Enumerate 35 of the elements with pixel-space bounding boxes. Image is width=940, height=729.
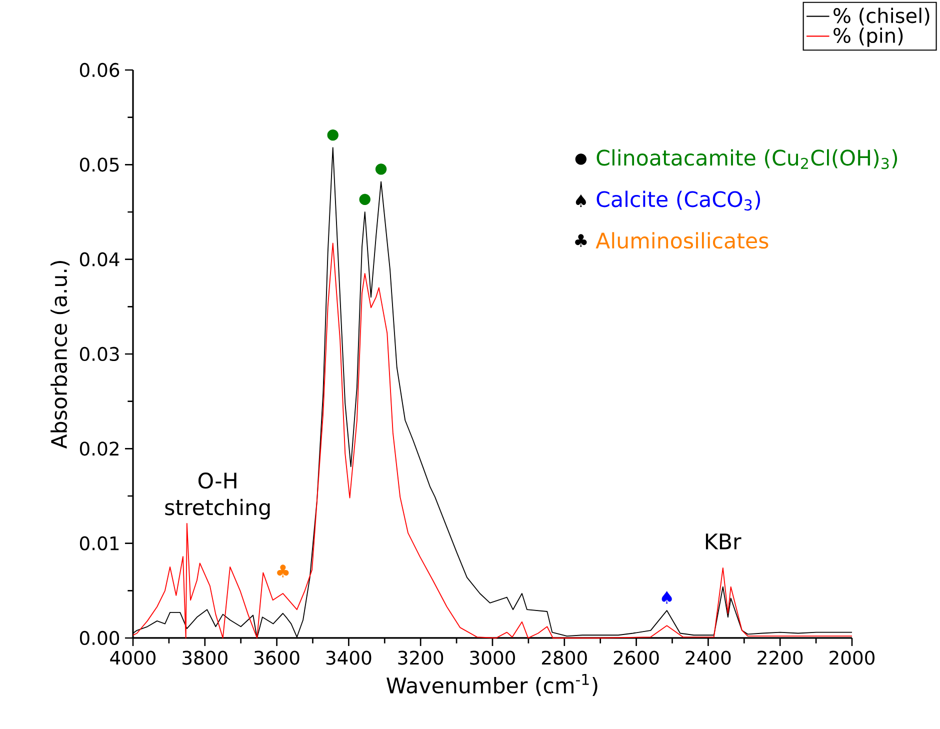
y-tick-label: 0.05: [80, 158, 119, 172]
y-tick-label: 0.03: [80, 346, 119, 362]
y-tick-label: 0.01: [80, 536, 119, 550]
y-tick-label: 0.00: [80, 630, 120, 646]
legend-label: % (chisel): [834, 8, 930, 26]
annotation: ♣: [277, 564, 289, 578]
x-tick-label: 3000: [470, 650, 515, 665]
annotation: ♠: [576, 194, 586, 207]
annotation: O-H stretching: [165, 472, 270, 520]
annotation: Calcite (CaCO$_{3}$): [596, 190, 760, 211]
x-tick-label: 3200: [398, 650, 444, 665]
annotation: ●: [375, 164, 387, 175]
legend-label: % (pin): [834, 28, 903, 47]
x-tick-label: 2400: [686, 650, 731, 665]
x-tick-label: 4000: [110, 650, 156, 665]
x-tick-label: 2800: [542, 650, 587, 665]
y-tick-label: 0.04: [80, 252, 120, 266]
annotation: KBr: [706, 534, 742, 550]
x-axis-title: Wavenumber (cm$^{-1}$): [386, 674, 598, 696]
x-tick-label: 2000: [830, 650, 874, 665]
x-tick-label: 3800: [182, 650, 228, 665]
annotation: ♣: [575, 234, 587, 247]
annotation: Aluminosilicates: [596, 232, 768, 249]
annotation: ●: [327, 130, 338, 141]
x-tick-label: 3400: [326, 650, 372, 665]
annotation: ●: [359, 194, 370, 206]
y-axis-title: Absorbance (a.u.): [50, 261, 70, 449]
x-tick-label: 2600: [614, 650, 659, 665]
x-tick-label: 2200: [758, 650, 803, 665]
annotation: ♠: [662, 590, 672, 604]
annotation: ●: [575, 154, 587, 165]
x-tick-label: 3600: [254, 650, 300, 665]
y-tick-label: 0.06: [80, 62, 120, 78]
annotation: Clinoatacamite (Cu$_{2}$Cl(OH)$_{3}$): [596, 149, 898, 170]
y-tick-label: 0.02: [80, 442, 118, 456]
